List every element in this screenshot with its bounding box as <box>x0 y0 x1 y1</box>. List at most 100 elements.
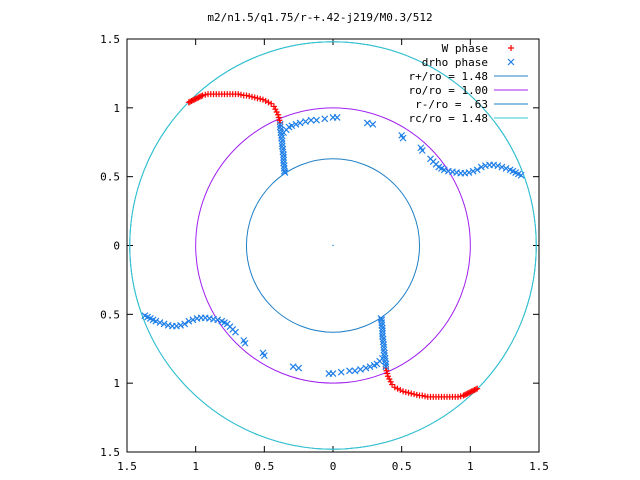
w-phase-point <box>198 93 205 100</box>
w-phase-point <box>254 95 261 102</box>
w-phase-point <box>384 373 391 380</box>
drho-phase-point <box>333 114 341 121</box>
w-phase-point <box>386 376 393 383</box>
drho-phase-point <box>280 151 287 159</box>
y-tick-label: 1.5 <box>100 446 120 459</box>
drho-phase-point <box>296 119 304 127</box>
drho-phase-point <box>469 167 477 175</box>
drho-phase-point <box>473 166 481 174</box>
y-tick-label: 1 <box>113 377 120 390</box>
w-phase-point <box>276 117 283 124</box>
drho-phase-point <box>378 321 386 329</box>
w-phase-point <box>460 392 467 399</box>
drho-phase-point <box>278 140 286 148</box>
drho-phase-point <box>280 153 287 161</box>
w-phase-point <box>194 95 201 102</box>
circle-ro <box>195 107 471 384</box>
w-phase-point <box>400 388 407 395</box>
w-phase-point <box>259 96 266 103</box>
drho-phase-point <box>477 163 485 171</box>
drho-phase-point <box>370 361 378 369</box>
w-phase-point <box>474 385 481 392</box>
w-phase-point <box>188 97 195 104</box>
w-phase-point <box>257 95 264 102</box>
w-phase-point <box>464 390 471 397</box>
drho-phase-point <box>164 321 172 329</box>
drho-phase-point <box>280 156 287 164</box>
reference-circles <box>129 41 537 450</box>
drho-phase-point <box>280 162 288 170</box>
drho-phase-point <box>288 122 296 130</box>
legend-sample-w-phase <box>508 45 514 51</box>
drho-phase-points <box>141 114 525 377</box>
drho-phase-point <box>281 169 289 176</box>
y-tick-label: 1.5 <box>100 33 120 46</box>
drho-phase-point <box>346 367 353 375</box>
drho-phase-point <box>141 312 149 320</box>
drho-phase-point <box>289 363 297 371</box>
drho-phase-point <box>295 364 303 372</box>
drho-phase-point <box>382 363 390 371</box>
legend-sample-drho-phase <box>507 58 515 66</box>
w-phase-point <box>196 93 203 100</box>
drho-phase-point <box>160 320 168 328</box>
drho-phase-point <box>369 120 377 128</box>
drho-phase-point <box>379 327 386 335</box>
drho-phase-point <box>181 320 189 328</box>
w-phase-point <box>463 391 470 398</box>
w-phase-point <box>457 393 464 400</box>
w-phase-point <box>405 389 412 396</box>
legend-label-r-plus: r+/ro = 1.48 <box>409 70 488 83</box>
w-phase-point <box>268 100 275 107</box>
drho-phase-point <box>313 116 320 124</box>
drho-phase-point <box>193 315 201 322</box>
drho-phase-point <box>517 171 525 179</box>
legend-samples <box>494 45 528 119</box>
drho-phase-point <box>440 166 448 174</box>
x-tick-label: 1.5 <box>117 460 137 473</box>
w-phase-point <box>202 91 209 98</box>
drho-phase-point <box>185 317 193 325</box>
x-tick-label: 1.5 <box>529 460 549 473</box>
legend-label-ro: ro/ro = 1.00 <box>409 84 488 97</box>
w-phase-point <box>422 393 429 400</box>
x-tick-label: 0.5 <box>392 460 412 473</box>
y-tick-label: 0 <box>113 240 120 253</box>
w-phase-point <box>470 387 477 394</box>
drho-phase-point <box>465 169 473 176</box>
drho-phase-point <box>276 120 284 128</box>
w-phase-point <box>251 94 258 101</box>
drho-phase-point <box>377 315 385 322</box>
y-tick-labels: 1.5 1 0.5 0 0.5 1 1.5 <box>100 33 120 459</box>
w-phase-point <box>471 387 478 394</box>
circle-rc <box>129 41 537 450</box>
w-phase-point <box>185 99 192 106</box>
w-phase-point <box>424 393 431 400</box>
drho-phase-point <box>357 365 364 373</box>
w-phase-point <box>275 114 282 121</box>
y-tick-label: 0.5 <box>100 171 120 184</box>
w-phase-point <box>391 384 398 391</box>
legend-label-rc: rc/ro = 1.48 <box>409 112 488 125</box>
origin-dot <box>332 244 334 247</box>
drho-phase-point <box>362 364 370 372</box>
w-phase-point <box>402 389 409 396</box>
w-phase-point <box>199 92 206 99</box>
drho-phase-point <box>337 368 345 376</box>
drho-phase-point <box>379 330 386 338</box>
w-phase-point <box>275 111 282 118</box>
drho-phase-point <box>502 164 510 172</box>
w-phase-point <box>273 108 280 115</box>
legend-label-w-phase: W phase <box>442 42 488 55</box>
w-phase-point <box>384 370 391 377</box>
drho-phase-point <box>321 115 329 123</box>
w-phase-point <box>411 391 418 398</box>
w-phase-point <box>248 93 255 100</box>
drho-phase-point <box>189 316 197 324</box>
drho-phase-point <box>418 147 426 154</box>
drho-phase-point <box>498 163 506 171</box>
chart-title: m2/n1.5/q1.75/r-+.42-j219/M0.3/512 <box>207 11 432 24</box>
drho-phase-point <box>380 343 388 351</box>
drho-phase-point <box>259 349 267 357</box>
